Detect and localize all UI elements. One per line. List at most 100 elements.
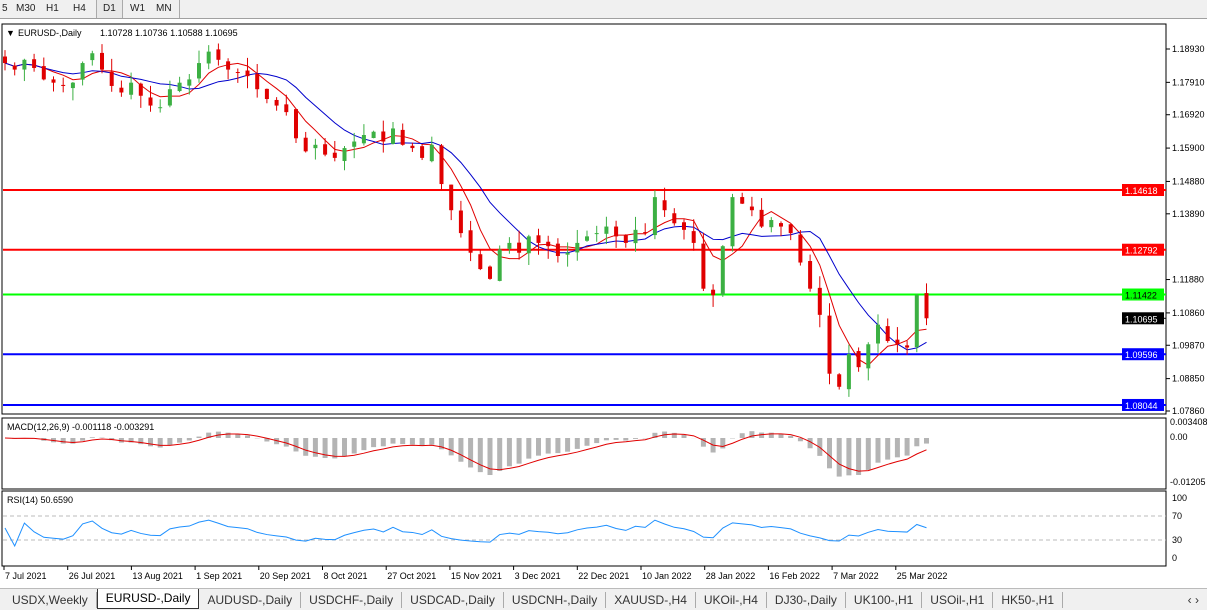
macd-bar (419, 438, 425, 447)
candle-body (866, 344, 871, 369)
candle-body (633, 229, 638, 244)
rsi-tick-label: 30 (1172, 535, 1182, 545)
macd-bar (671, 432, 677, 438)
candle-body (245, 70, 250, 77)
candle-body (41, 66, 46, 80)
candle-body (575, 242, 580, 253)
chart-tab[interactable]: UK100-,H1 (846, 592, 923, 608)
candle-body (817, 287, 822, 315)
chart-tab[interactable]: USOil-,H1 (922, 592, 994, 608)
date-tick-label: 25 Mar 2022 (897, 571, 948, 581)
toolbar-divider (179, 0, 180, 18)
candle-body (255, 73, 260, 90)
chart-tab[interactable]: EURUSD-,Daily (96, 589, 200, 609)
symbol-label: EURUSD-,Daily (18, 28, 82, 38)
chart-tab[interactable]: USDCNH-,Daily (504, 592, 607, 608)
date-tick-label: 20 Sep 2021 (260, 571, 311, 581)
macd-bar (322, 438, 328, 459)
price-tick-label: 1.08850 (1172, 374, 1205, 384)
chart-tab[interactable]: USDCAD-,Daily (402, 592, 504, 608)
chart-tab[interactable]: USDCHF-,Daily (301, 592, 403, 608)
candle-body (313, 144, 318, 149)
candle-body (381, 131, 386, 142)
candle-body (12, 65, 17, 70)
macd-bar (312, 438, 318, 457)
moving-averages (4, 62, 927, 366)
candle-body (614, 226, 619, 237)
chart-tab[interactable]: XAUUSD-,H4 (606, 592, 696, 608)
candle-body (497, 249, 502, 281)
chart-title-arrow-icon[interactable]: ▼ (6, 28, 15, 38)
macd-bar (70, 438, 76, 444)
timeframe-toolbar: 5 M30 H1 H4 D1 W1 MN (0, 0, 1207, 19)
macd-bar (429, 438, 435, 445)
candle-body (274, 99, 279, 106)
price-tick-label: 1.07860 (1172, 406, 1205, 416)
macd-bar (89, 437, 95, 438)
macd-bar (293, 438, 299, 452)
macd-bar (458, 438, 464, 462)
candle-body (788, 224, 793, 234)
macd-bar (807, 438, 813, 449)
price-label-bg (1122, 184, 1164, 197)
current-price-label: 1.10695 (1125, 314, 1158, 324)
price-label: 1.14618 (1125, 186, 1158, 196)
tf-d1[interactable]: D1 (96, 0, 123, 18)
macd-bar (167, 438, 173, 446)
date-tick-label: 26 Jul 2021 (69, 571, 116, 581)
macd-signal-line (4, 433, 927, 472)
date-tick-label: 10 Jan 2022 (642, 571, 692, 581)
candle-body (759, 209, 764, 227)
candle-body (885, 326, 890, 342)
chart-tab[interactable]: AUDUSD-,Daily (199, 592, 302, 608)
macd-bar (904, 438, 910, 456)
macd-bar (283, 438, 289, 447)
candle-body (536, 235, 541, 243)
chart-tab[interactable]: HK50-,H1 (993, 592, 1063, 608)
tf-m30[interactable]: M30 (16, 3, 36, 14)
price-chart[interactable]: 1.14618 1.12792 1.11422 1.09596 1.08044 1.106… (0, 19, 1207, 587)
macd-bar (264, 438, 270, 442)
macd-bar (60, 438, 66, 444)
chart-tab[interactable]: USDX,Weekly (4, 592, 97, 608)
macd-bar (749, 431, 755, 438)
chart-tab[interactable]: UKOil-,H4 (696, 592, 767, 608)
macd-bar (380, 438, 386, 447)
macd-bar (206, 432, 212, 438)
candle-body (749, 206, 754, 211)
price-label: 1.12792 (1125, 246, 1158, 256)
macd-bar (186, 438, 192, 441)
macd-bar (536, 438, 541, 456)
candle-body (80, 63, 85, 80)
tf-mn[interactable]: MN (156, 3, 172, 14)
horizontal-lines[interactable]: 1.14618 1.12792 1.11422 1.09596 1.08044 1.106… (3, 184, 1166, 411)
tf-m5[interactable]: 5 (2, 3, 8, 14)
date-tick-label: 8 Oct 2021 (324, 571, 368, 581)
tf-w1[interactable]: W1 (130, 3, 145, 14)
rsi-tick-label: 0 (1172, 553, 1177, 563)
date-tick-label: 7 Mar 2022 (833, 571, 879, 581)
macd-bar (477, 438, 483, 473)
date-tick-label: 3 Dec 2021 (515, 571, 561, 581)
chart-tab[interactable]: DJ30-,Daily (767, 592, 846, 608)
candle-body (827, 315, 832, 374)
candle-body (177, 82, 182, 92)
main-panel (1, 23, 1167, 415)
candle-body (70, 82, 75, 89)
candle-body (623, 234, 628, 243)
macd-bar (846, 438, 852, 476)
candle-body (517, 242, 522, 253)
candle-body (323, 144, 328, 155)
candle-body (100, 52, 104, 70)
tab-scroll-arrows-icon[interactable]: ‹ › (1187, 593, 1199, 607)
macd-bar (574, 438, 580, 449)
candle-body (439, 145, 444, 185)
ohlc-values: 1.10728 1.10736 1.10588 1.10695 (100, 28, 238, 38)
candle-body (555, 243, 560, 256)
candle-body (565, 252, 570, 255)
axes: 1.18930 1.17910 1.16920 1.15900 1.14880 1.138… (3, 44, 1207, 581)
macd-indicator (4, 431, 929, 477)
candle-body (264, 88, 269, 100)
tf-h4[interactable]: H4 (73, 3, 86, 14)
tf-h1[interactable]: H1 (46, 3, 59, 14)
